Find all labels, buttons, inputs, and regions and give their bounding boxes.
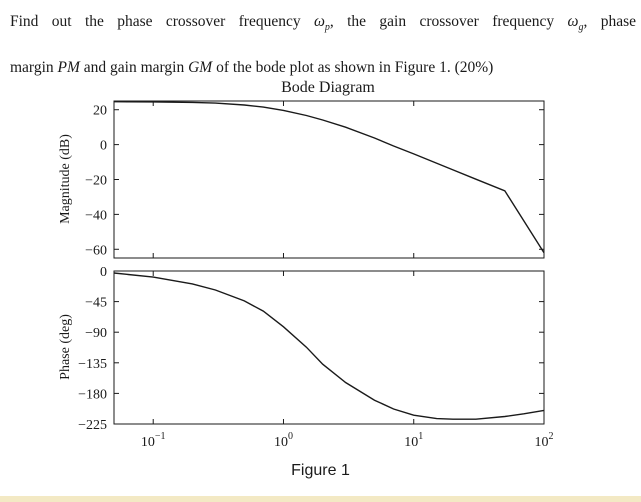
gm-symbol: GM xyxy=(188,59,213,77)
phase-plot-frame xyxy=(113,270,545,425)
magnitude-ytick-label: −20 xyxy=(85,174,107,189)
magnitude-ytick-label: −40 xyxy=(85,208,107,223)
omega-p-symbol: ω xyxy=(313,13,325,30)
magnitude-ytick-label: 0 xyxy=(100,139,107,154)
phase-ytick-label: −135 xyxy=(78,357,107,372)
phase-ytick-label: 0 xyxy=(100,265,107,280)
magnitude-ytick-label: −60 xyxy=(85,243,107,258)
xtick-label: 10−1 xyxy=(141,431,166,450)
omega-p-subscript: p xyxy=(324,22,330,34)
chart-title: Bode Diagram xyxy=(281,79,375,96)
xtick-label: 101 xyxy=(404,431,423,450)
question-text: Find out the phase crossover frequency ω… xyxy=(10,2,636,88)
phase-ytick-label: −180 xyxy=(78,387,107,402)
omega-g-subscript: g xyxy=(578,22,584,34)
question-text-part: of the bode plot as shown in Figure 1. (… xyxy=(212,59,494,77)
figure-caption: Figure 1 xyxy=(291,462,350,479)
question-line-1: Find out the phase crossover frequency ω… xyxy=(10,2,636,48)
question-line-2: margin PM and gain margin GM of the bode… xyxy=(10,48,636,88)
pm-symbol: PM xyxy=(57,59,80,77)
phase-ytick-label: −225 xyxy=(78,418,107,433)
omega-g-symbol: ω xyxy=(567,13,579,30)
phase-ytick-label: −90 xyxy=(85,326,107,341)
phase-line xyxy=(113,272,545,420)
xtick-label: 100 xyxy=(274,431,293,450)
phase-ytick-label: −45 xyxy=(85,296,107,311)
magnitude-ytick-label: 20 xyxy=(93,104,107,119)
question-text-part: margin xyxy=(10,59,58,77)
magnitude-line xyxy=(113,101,545,254)
question-text-part: Find out the phase crossover frequency xyxy=(10,13,314,30)
question-text-part: , the gain crossover frequency xyxy=(329,13,568,30)
question-text-part: , phase xyxy=(583,13,636,30)
bottom-border xyxy=(0,496,641,502)
magnitude-plot-frame xyxy=(113,100,545,259)
xtick-label: 102 xyxy=(535,431,554,450)
magnitude-ylabel: Magnitude (dB) xyxy=(58,134,73,224)
phase-ylabel: Phase (deg) xyxy=(58,314,73,380)
question-text-part: and gain margin xyxy=(79,59,189,77)
